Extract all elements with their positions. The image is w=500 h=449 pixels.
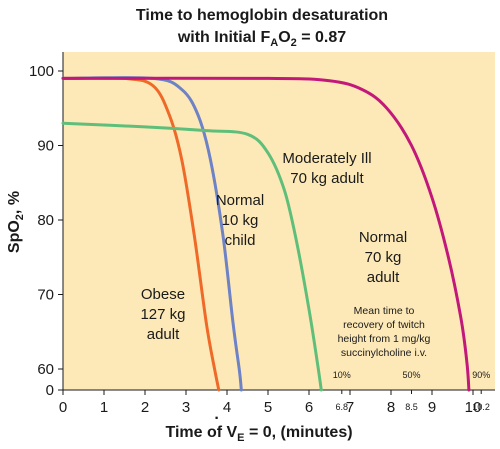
x-tick-label: 4 [223, 399, 231, 416]
recovery-percent-label: 90% [472, 370, 490, 380]
chart-title-line1: Time to hemoglobin desaturation [136, 7, 388, 24]
label-obese-line1: Obese [141, 286, 185, 303]
label-normal-child-line1: Normal [216, 192, 264, 209]
annotation-line3: height from 1 mg/kg [338, 333, 431, 345]
chart-title-line2: with Initial FAO2 = 0.87 [177, 29, 346, 49]
x-axis-label: Time of VE = 0, (minutes) [165, 424, 352, 444]
recovery-percent-label: 50% [402, 370, 420, 380]
x-tick-label: 2 [141, 399, 149, 416]
plot-area [63, 52, 495, 390]
x-tick-label: 0 [59, 399, 67, 416]
x-minor-tick-label: 8.5 [405, 402, 418, 412]
label-normal-child-line3: child [225, 232, 256, 249]
y-axis-label: SpO2, % [6, 191, 26, 253]
y-tick-label: 0 [46, 382, 54, 399]
label-moderately-ill: Moderately Ill 70 kg adult [282, 150, 371, 187]
label-normal-adult-line1: Normal [359, 229, 407, 246]
x-tick-label: 1 [100, 399, 108, 416]
label-moderately-ill-line1: Moderately Ill [282, 150, 371, 167]
recovery-annotation: Mean time to recovery of twitch height f… [338, 305, 431, 359]
y-tick-label: 60 [37, 361, 54, 378]
x-tick-label: 5 [264, 399, 272, 416]
x-minor-tick-label: 6.8 [336, 402, 349, 412]
curve-normal-adult [61, 76, 471, 392]
label-obese-line2: 127 kg [140, 306, 185, 323]
label-obese-line3: adult [147, 326, 180, 343]
x-minor-tick-label: 10.2 [472, 402, 490, 412]
annotation-line4: succinylcholine i.v. [341, 347, 427, 359]
annotation-line1: Mean time to [354, 305, 415, 317]
label-normal-adult: Normal 70 kg adult [359, 229, 407, 286]
label-obese: Obese 127 kg adult [140, 286, 185, 343]
recovery-percent-label: 10% [333, 370, 351, 380]
label-normal-adult-line2: 70 kg [365, 249, 402, 266]
label-normal-child-line2: 10 kg [222, 212, 259, 229]
x-tick-label: 8 [387, 399, 395, 416]
label-normal-adult-line3: adult [367, 269, 400, 286]
x-tick-label: 6 [305, 399, 313, 416]
x-tick-label: 7 [346, 399, 354, 416]
x-axis-label-vdot: · [214, 410, 219, 427]
annotation-line2: recovery of twitch [343, 319, 425, 331]
x-tick-label: 3 [182, 399, 190, 416]
y-tick-label: 90 [37, 138, 54, 155]
y-tick-label: 70 [37, 287, 54, 304]
x-tick-label: 10 [465, 399, 482, 416]
curve-moderately-ill-adult [61, 121, 323, 392]
label-moderately-ill-line2: 70 kg adult [290, 170, 364, 187]
x-tick-label: 9 [428, 399, 436, 416]
y-tick-label: 80 [37, 212, 54, 229]
y-tick-label: 100 [29, 63, 54, 80]
label-normal-child: Normal 10 kg child [216, 192, 264, 249]
